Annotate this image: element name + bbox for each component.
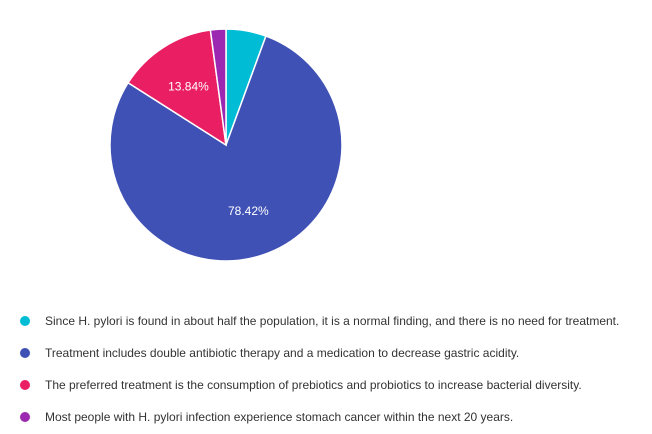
legend: Since H. pylori is found in about half t… (20, 305, 645, 433)
pie-slice[interactable] (109, 35, 343, 262)
legend-item[interactable]: Treatment includes double antibiotic the… (20, 337, 645, 369)
legend-marker (20, 316, 30, 326)
legend-item[interactable]: Since H. pylori is found in about half t… (20, 305, 645, 337)
legend-label: Treatment includes double antibiotic the… (45, 346, 520, 360)
legend-label: Most people with H. pylori infection exp… (45, 410, 514, 424)
slice-data-label: 78.42% (228, 204, 269, 218)
legend-item[interactable]: Most people with H. pylori infection exp… (20, 401, 645, 433)
legend-marker (20, 412, 30, 422)
legend-label: Since H. pylori is found in about half t… (45, 314, 620, 328)
pie-chart: 78.42% 13.84% (109, 28, 343, 262)
legend-marker (20, 348, 30, 358)
pie-slice[interactable] (127, 29, 227, 147)
pie-slice[interactable] (209, 28, 227, 146)
slice-data-label: 13.84% (168, 79, 209, 93)
legend-label: The preferred treatment is the consumpti… (45, 378, 582, 392)
legend-marker (20, 380, 30, 390)
legend-item[interactable]: The preferred treatment is the consumpti… (20, 369, 645, 401)
